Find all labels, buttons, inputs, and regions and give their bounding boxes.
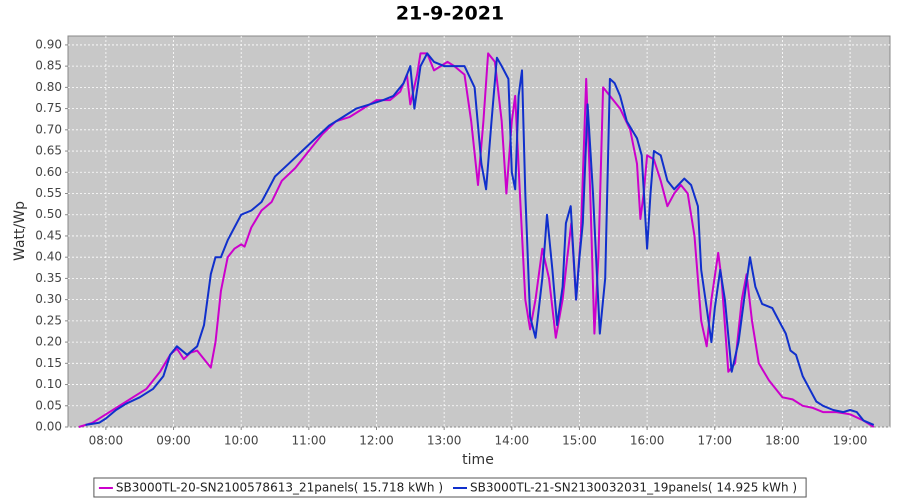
y-tick-label: 0.10 [35, 377, 62, 391]
x-tick-label: 16:00 [630, 434, 665, 448]
chart-title: 21-9-2021 [396, 3, 504, 25]
y-tick-label: 0.20 [35, 335, 62, 349]
legend-label: SB3000TL-21-SN2130032031_19panels( 14.92… [470, 481, 797, 495]
x-tick-label: 18:00 [765, 434, 800, 448]
y-tick-label: 0.90 [35, 37, 62, 51]
x-axis-label: time [462, 452, 494, 468]
x-tick-label: 10:00 [224, 434, 259, 448]
y-axis-label: Watt/Wp [12, 201, 28, 261]
x-tick-label: 09:00 [156, 434, 191, 448]
legend-box [93, 477, 807, 498]
y-tick-label: 0.40 [35, 250, 62, 264]
x-tick-label: 12:00 [359, 434, 394, 448]
y-tick-label: 0.35 [35, 271, 62, 285]
y-tick-label: 0.80 [35, 80, 62, 94]
series-line [85, 52, 875, 426]
y-tick-label: 0.00 [35, 420, 62, 434]
y-tick-label: 0.65 [35, 144, 62, 158]
y-tick-label: 0.55 [35, 186, 62, 200]
legend-label: SB3000TL-20-SN2100578613_21panels( 15.71… [116, 481, 443, 495]
legend: SB3000TL-20-SN2100578613_21panels( 15.71… [93, 477, 807, 498]
y-tick-label: 0.50 [35, 207, 62, 221]
y-tick-label: 0.25 [35, 313, 62, 327]
y-tick-label: 0.85 [35, 59, 62, 73]
x-tick-label: 17:00 [697, 434, 732, 448]
y-tick-label: 0.15 [35, 356, 62, 370]
y-tick-label: 0.75 [35, 101, 62, 115]
y-tick-label: 0.60 [35, 165, 62, 179]
x-tick-label: 11:00 [292, 434, 327, 448]
x-tick-label: 08:00 [89, 434, 124, 448]
y-tick-label: 0.05 [35, 398, 62, 412]
x-tick-label: 19:00 [833, 434, 868, 448]
y-tick-label: 0.30 [35, 292, 62, 306]
y-tick-label: 0.45 [35, 228, 62, 242]
x-tick-label: 14:00 [495, 434, 530, 448]
y-tick-label: 0.70 [35, 122, 62, 136]
x-tick-label: 13:00 [427, 434, 462, 448]
x-tick-label: 15:00 [562, 434, 597, 448]
plot-area [67, 35, 891, 428]
